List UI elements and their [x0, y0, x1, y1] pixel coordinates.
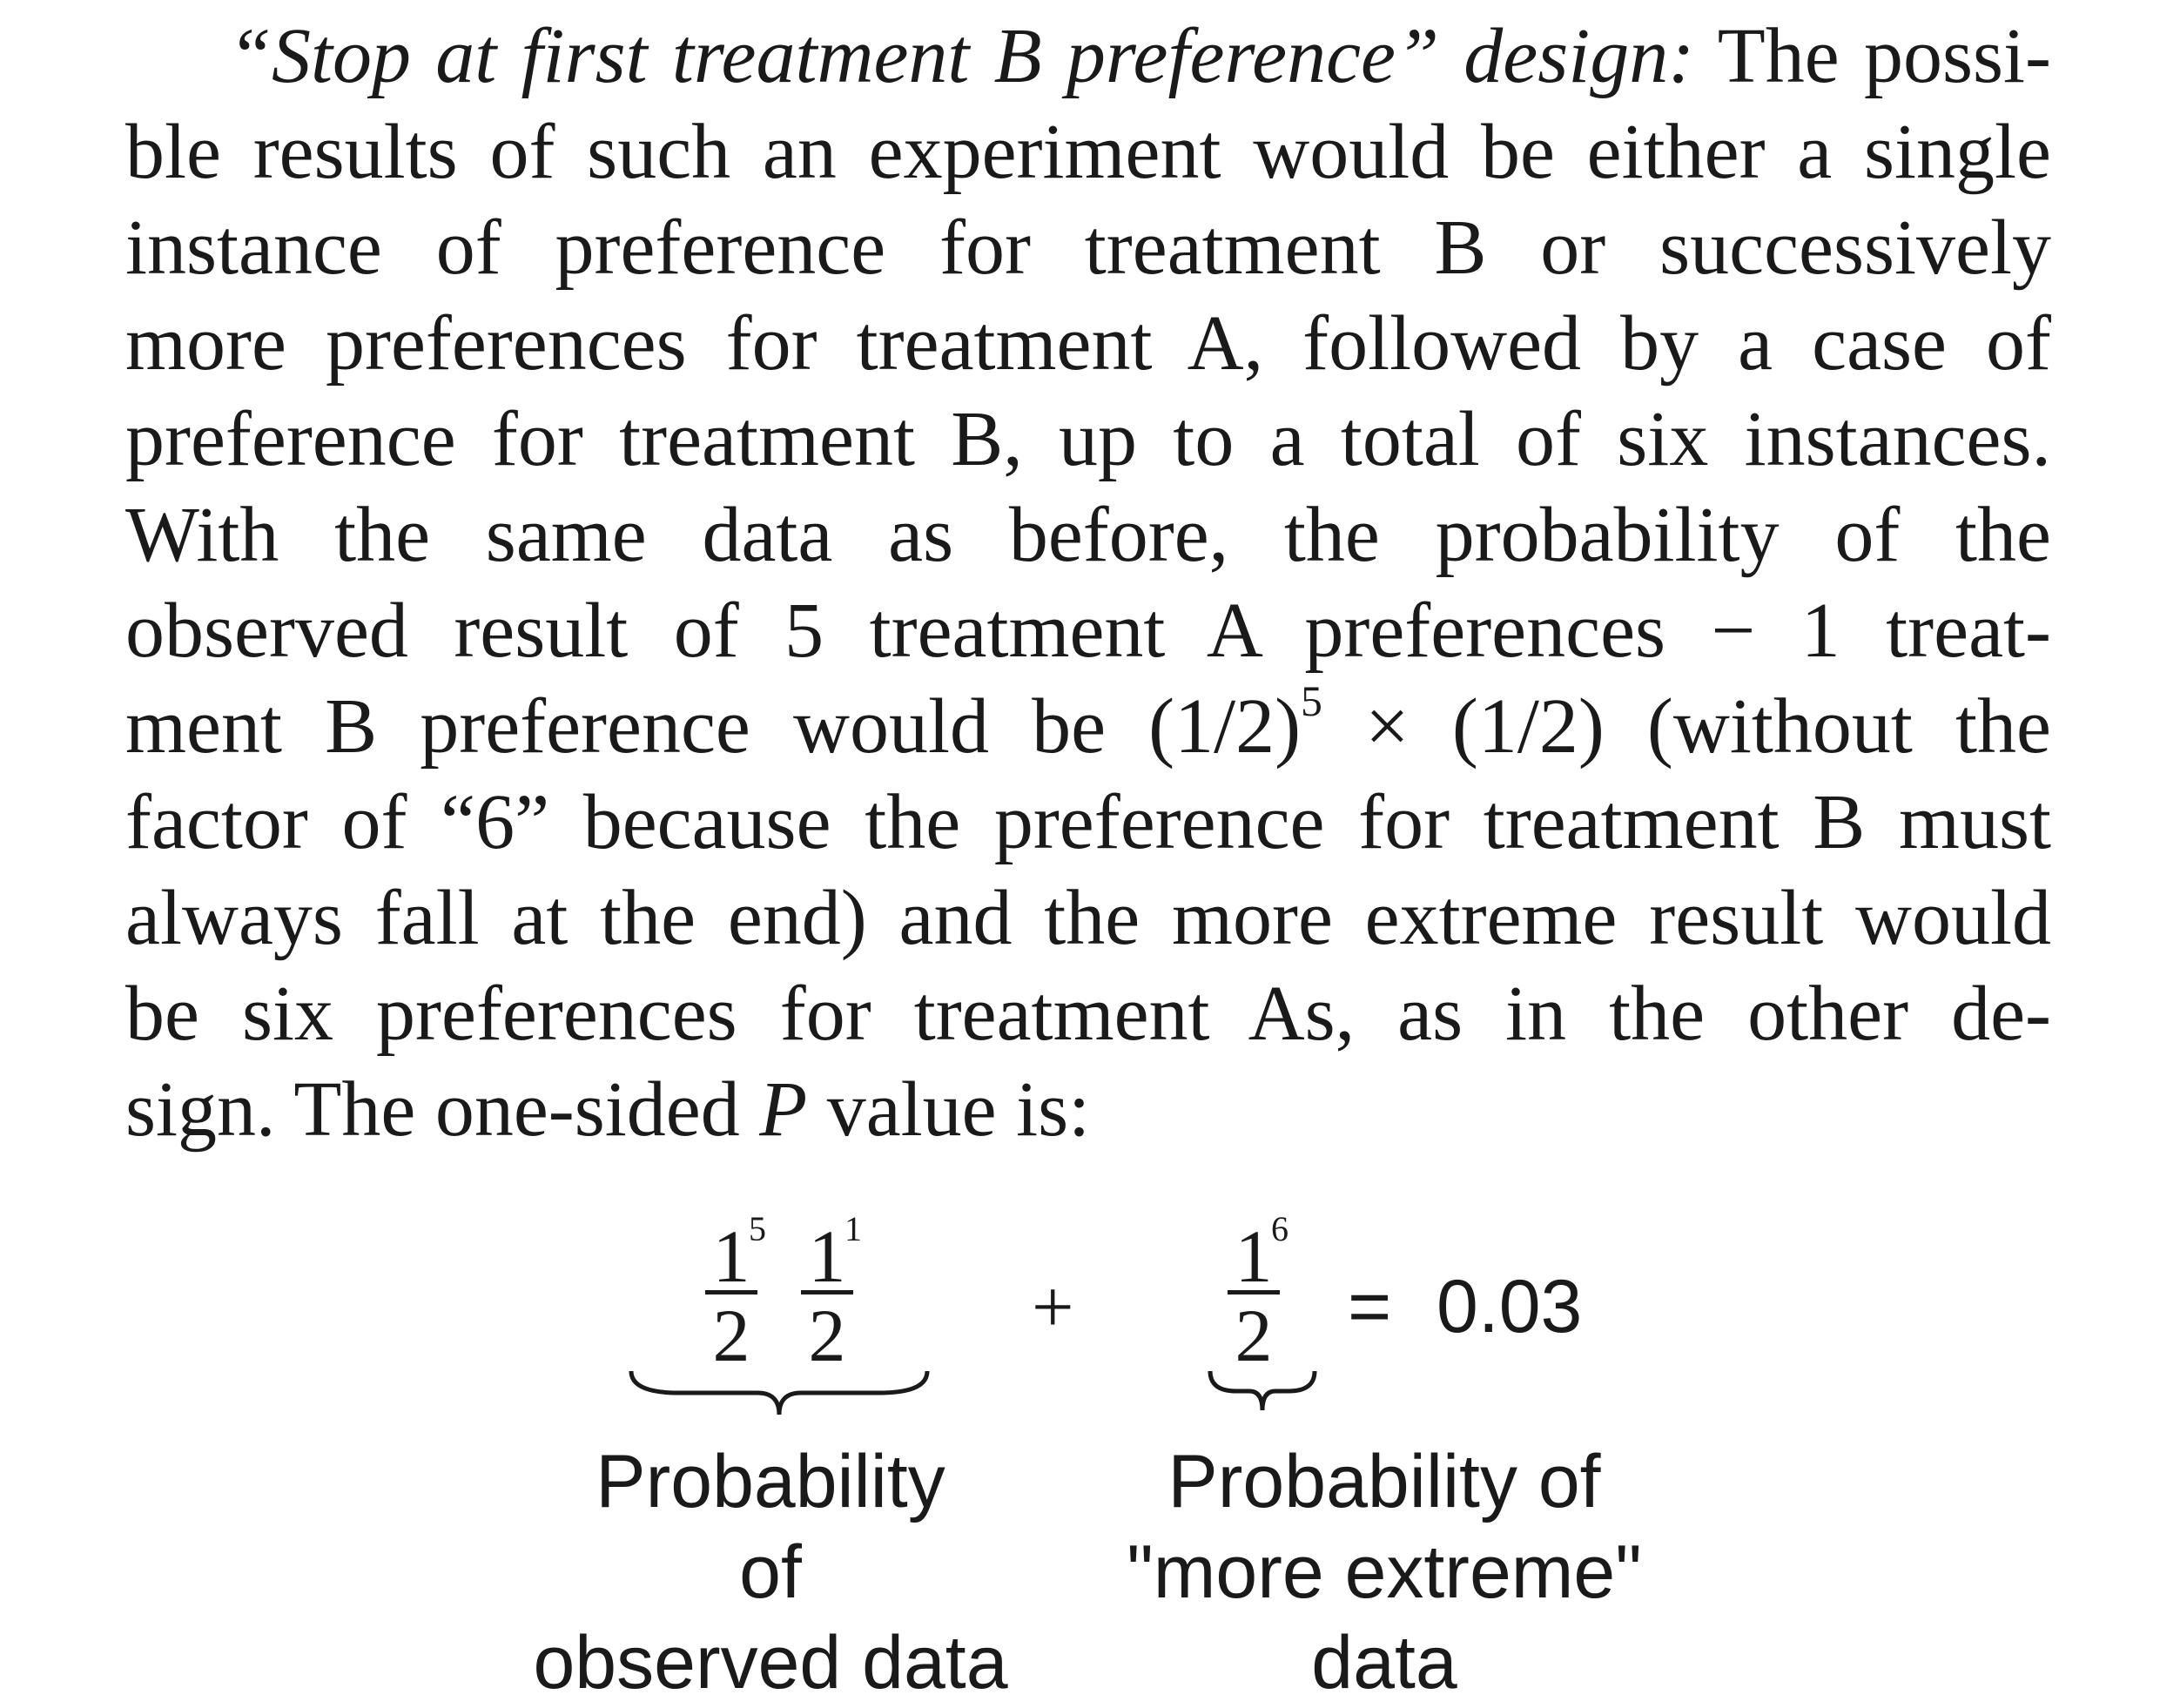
exponent: 5 — [1301, 676, 1322, 725]
body-paragraph: “Stop at first treatment B preference” d… — [125, 9, 2051, 1158]
paragraph-line-3: instance of preference for treatment B o… — [125, 205, 2051, 291]
fraction-1a: 1 5 2 — [705, 1212, 766, 1373]
paragraph-line-6: With the same data as before, the probab… — [125, 492, 2051, 578]
p-value-formula: 1 5 2 1 1 2 + 1 6 2 = 0.03 Probability o… — [0, 1193, 2180, 1706]
label-observed-data: Probability of observed data — [533, 1440, 1008, 1705]
design-title: “Stop at first treatment B preference” d… — [228, 13, 1695, 99]
paragraph-line-1: “Stop at first treatment B preference” d… — [228, 13, 2051, 99]
equals-sign: = — [1348, 1265, 1392, 1348]
result-value: 0.03 — [1437, 1265, 1583, 1348]
fraction-bar — [1228, 1290, 1280, 1294]
plus-sign: + — [1032, 1265, 1074, 1348]
exponent: 1 — [844, 1209, 862, 1248]
exponent: 6 — [1271, 1209, 1288, 1248]
p-symbol: P — [759, 1066, 808, 1153]
fraction-bar — [801, 1290, 853, 1294]
paragraph-line-9: factor of “6” because the preference for… — [125, 779, 2051, 865]
paragraph-line-12: sign. The one-sided P value is: — [125, 1066, 1091, 1153]
exponent: 5 — [749, 1209, 766, 1248]
underbrace-extreme — [1208, 1370, 1317, 1411]
paragraph-line-11: be six preferences for treatment As, as … — [125, 971, 2051, 1057]
fraction-1b: 1 1 2 — [801, 1212, 862, 1373]
fraction-bar — [705, 1290, 757, 1294]
paragraph-line-5: preference for treatment B, up to a tota… — [125, 396, 2051, 482]
paragraph-line-10: always fall at the end) and the more ext… — [125, 875, 2051, 961]
paragraph-line-2: ble results of such an experiment would … — [125, 109, 2051, 195]
fraction-2: 1 6 2 — [1228, 1212, 1288, 1373]
label-more-extreme-data: Probability of "more extreme" data — [1127, 1440, 1642, 1705]
paragraph-line-4: more preferences for treatment A, follow… — [125, 300, 2051, 387]
paragraph-line-8: ment B preference would be (1/2)5 × (1/2… — [125, 676, 2051, 770]
underbrace-observed — [629, 1370, 930, 1415]
paragraph-line-7: observed result of 5 treatment A prefere… — [125, 588, 2051, 674]
